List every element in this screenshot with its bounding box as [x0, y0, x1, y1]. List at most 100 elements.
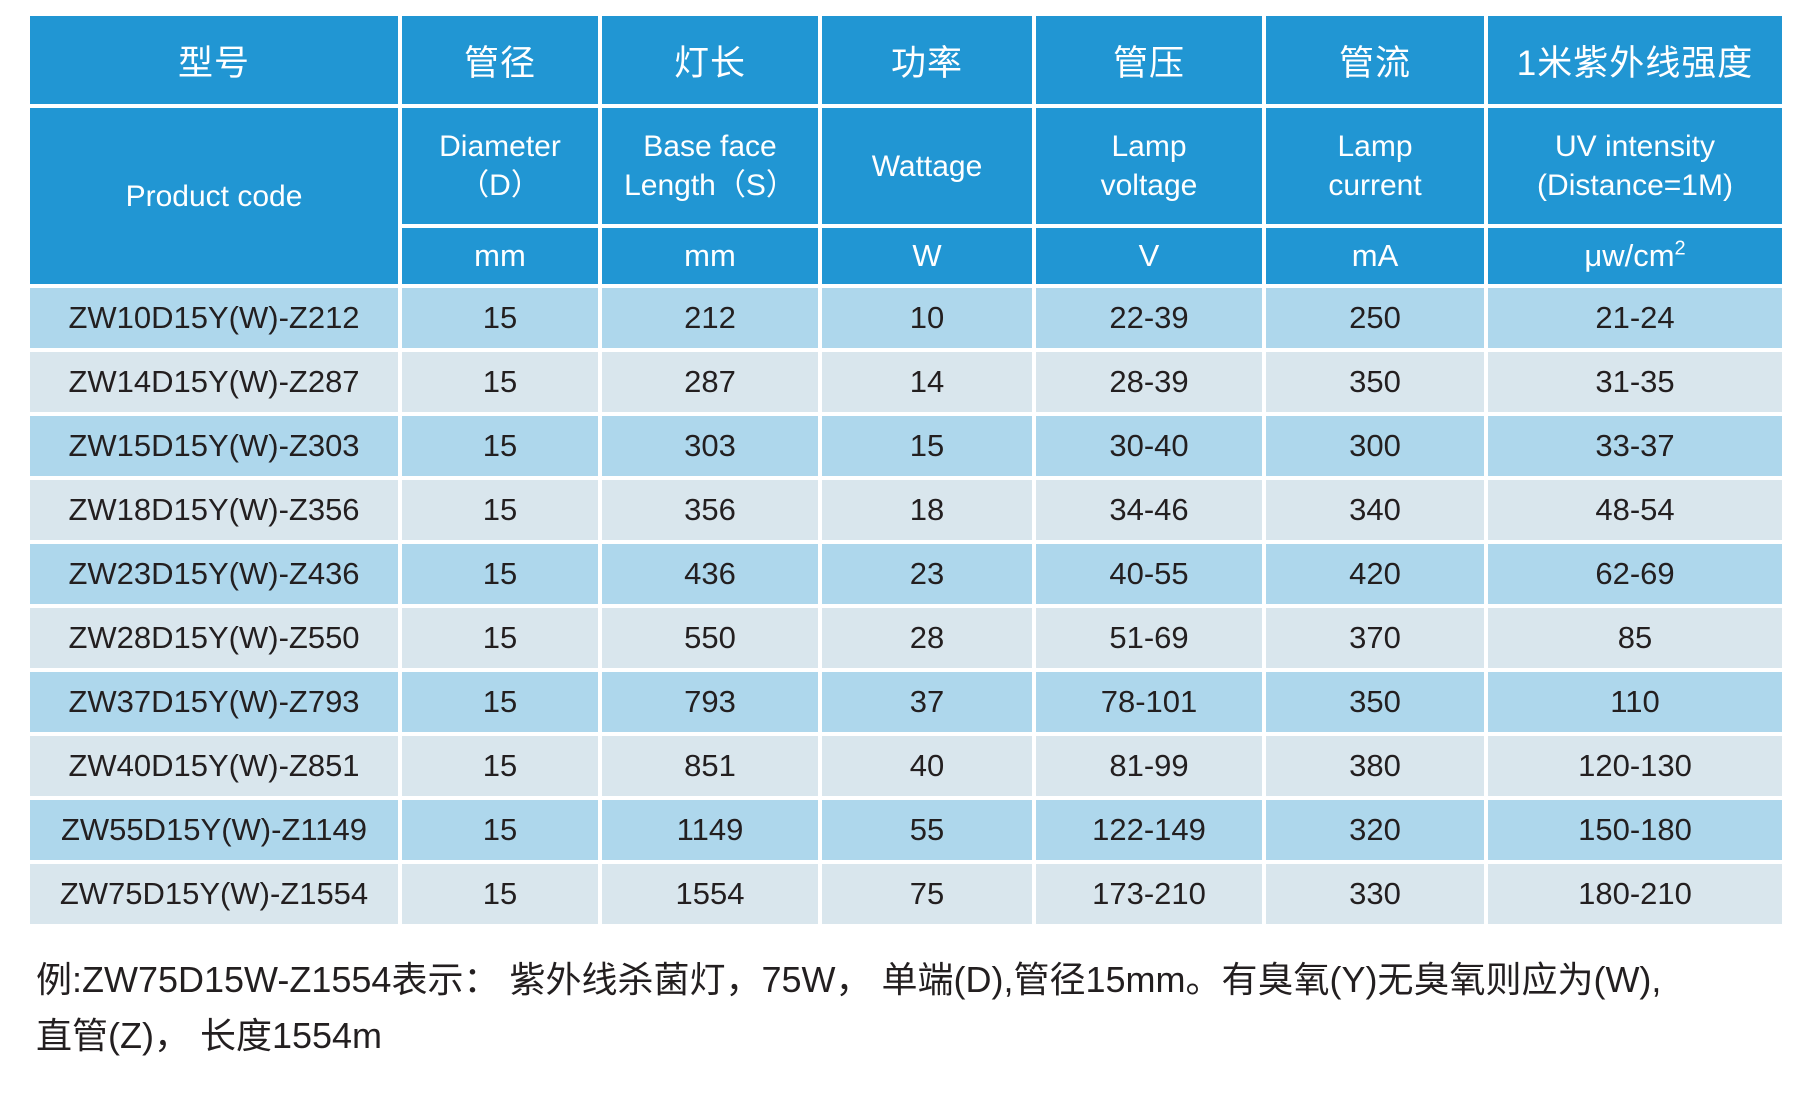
table-row: ZW14D15Y(W)-Z287 15 287 14 28-39 350 31-35 — [30, 352, 1782, 412]
cell-product-code: ZW23D15Y(W)-Z436 — [30, 544, 398, 604]
cell-wattage: 23 — [822, 544, 1032, 604]
cell-product-code: ZW40D15Y(W)-Z851 — [30, 736, 398, 796]
header-uv-cn: 1米紫外线强度 — [1488, 16, 1782, 104]
footnote-line1: 例:ZW75D15W-Z1554表示： 紫外线杀菌灯，75W， 单端(D),管径… — [36, 959, 1662, 1000]
cell-uv-intensity: 62-69 — [1488, 544, 1782, 604]
cell-diameter: 15 — [402, 480, 598, 540]
cell-uv-intensity: 31-35 — [1488, 352, 1782, 412]
table-body: ZW10D15Y(W)-Z212 15 212 10 22-39 250 21-24 ZW14… — [30, 288, 1782, 924]
cell-uv-intensity: 150-180 — [1488, 800, 1782, 860]
cell-current: 350 — [1266, 352, 1484, 412]
table-row: ZW55D15Y(W)-Z1149 15 1149 55 122-149 320 150-1… — [30, 800, 1782, 860]
header-diameter-cn: 管径 — [402, 16, 598, 104]
cell-length: 287 — [602, 352, 818, 412]
cell-diameter: 15 — [402, 800, 598, 860]
cell-wattage: 37 — [822, 672, 1032, 732]
cell-voltage: 22-39 — [1036, 288, 1262, 348]
cell-uv-intensity: 85 — [1488, 608, 1782, 668]
header-current-cn: 管流 — [1266, 16, 1484, 104]
cell-voltage: 173-210 — [1036, 864, 1262, 924]
header-row-english: Product code Diameter （D） Base face Leng… — [30, 108, 1782, 284]
cell-diameter: 15 — [402, 416, 598, 476]
cell-wattage: 10 — [822, 288, 1032, 348]
cell-diameter: 15 — [402, 864, 598, 924]
cell-length: 1149 — [602, 800, 818, 860]
cell-current: 340 — [1266, 480, 1484, 540]
table-row: ZW75D15Y(W)-Z1554 15 1554 75 173-210 330 180-2… — [30, 864, 1782, 924]
header-line: Lamp — [1337, 130, 1413, 163]
header-wattage-cn: 功率 — [822, 16, 1032, 104]
cell-current: 350 — [1266, 672, 1484, 732]
cell-current: 250 — [1266, 288, 1484, 348]
cell-voltage: 34-46 — [1036, 480, 1262, 540]
cell-diameter: 15 — [402, 736, 598, 796]
cell-current: 380 — [1266, 736, 1484, 796]
table-row: ZW40D15Y(W)-Z851 15 851 40 81-99 380 120-130 — [30, 736, 1782, 796]
header-line: Length（S） — [624, 169, 796, 202]
cell-wattage: 15 — [822, 416, 1032, 476]
unit-uv-intensity: μw/cm2 — [1488, 228, 1782, 284]
cell-length: 851 — [602, 736, 818, 796]
cell-product-code: ZW18D15Y(W)-Z356 — [30, 480, 398, 540]
header-row-chinese: 型号 管径 灯长 功率 管压 管流 1米紫外线强度 — [30, 16, 1782, 104]
header-product-code-en: Product code — [30, 108, 398, 284]
table-row: ZW23D15Y(W)-Z436 15 436 23 40-55 420 62-69 — [30, 544, 1782, 604]
header-diameter-en: Diameter （D） — [402, 108, 598, 224]
cell-length: 793 — [602, 672, 818, 732]
header-voltage-en: Lamp voltage — [1036, 108, 1262, 224]
cell-voltage: 30-40 — [1036, 416, 1262, 476]
cell-uv-intensity: 180-210 — [1488, 864, 1782, 924]
header-line: （D） — [459, 169, 541, 202]
cell-voltage: 28-39 — [1036, 352, 1262, 412]
cell-product-code: ZW14D15Y(W)-Z287 — [30, 352, 398, 412]
unit-length: mm — [602, 228, 818, 284]
table-row: ZW10D15Y(W)-Z212 15 212 10 22-39 250 21-24 — [30, 288, 1782, 348]
cell-diameter: 15 — [402, 288, 598, 348]
header-length-cn: 灯长 — [602, 16, 818, 104]
cell-wattage: 14 — [822, 352, 1032, 412]
cell-wattage: 18 — [822, 480, 1032, 540]
unit-diameter: mm — [402, 228, 598, 284]
header-line: Base face — [643, 130, 777, 163]
cell-diameter: 15 — [402, 352, 598, 412]
cell-wattage: 28 — [822, 608, 1032, 668]
cell-length: 550 — [602, 608, 818, 668]
unit-current: mA — [1266, 228, 1484, 284]
header-length-en: Base face Length（S） — [602, 108, 818, 224]
header-current-en: Lamp current — [1266, 108, 1484, 224]
cell-voltage: 81-99 — [1036, 736, 1262, 796]
cell-voltage: 78-101 — [1036, 672, 1262, 732]
cell-product-code: ZW15D15Y(W)-Z303 — [30, 416, 398, 476]
cell-wattage: 75 — [822, 864, 1032, 924]
cell-uv-intensity: 120-130 — [1488, 736, 1782, 796]
header-line: Diameter — [439, 130, 561, 163]
cell-current: 320 — [1266, 800, 1484, 860]
header-line: UV intensity — [1554, 130, 1716, 163]
cell-length: 436 — [602, 544, 818, 604]
cell-wattage: 55 — [822, 800, 1032, 860]
header-line: voltage — [1100, 169, 1198, 202]
cell-product-code: ZW55D15Y(W)-Z1149 — [30, 800, 398, 860]
table-row: ZW18D15Y(W)-Z356 15 356 18 34-46 340 48-54 — [30, 480, 1782, 540]
cell-uv-intensity: 110 — [1488, 672, 1782, 732]
cell-voltage: 51-69 — [1036, 608, 1262, 668]
table-row: ZW15D15Y(W)-Z303 15 303 15 30-40 300 33-37 — [30, 416, 1782, 476]
cell-uv-intensity: 48-54 — [1488, 480, 1782, 540]
cell-wattage: 40 — [822, 736, 1032, 796]
cell-voltage: 40-55 — [1036, 544, 1262, 604]
cell-diameter: 15 — [402, 608, 598, 668]
cell-diameter: 15 — [402, 672, 598, 732]
cell-length: 1554 — [602, 864, 818, 924]
unit-wattage: W — [822, 228, 1032, 284]
header-line: current — [1328, 169, 1422, 202]
cell-voltage: 122-149 — [1036, 800, 1262, 860]
header-line: (Distance=1M) — [1537, 169, 1733, 202]
header-voltage-cn: 管压 — [1036, 16, 1262, 104]
cell-uv-intensity: 33-37 — [1488, 416, 1782, 476]
cell-length: 303 — [602, 416, 818, 476]
header-line: Lamp — [1111, 130, 1187, 163]
uv-unit-base: μw/cm — [1584, 238, 1675, 273]
header-model-cn: 型号 — [30, 16, 398, 104]
table-row: ZW28D15Y(W)-Z550 15 550 28 51-69 370 85 — [30, 608, 1782, 668]
